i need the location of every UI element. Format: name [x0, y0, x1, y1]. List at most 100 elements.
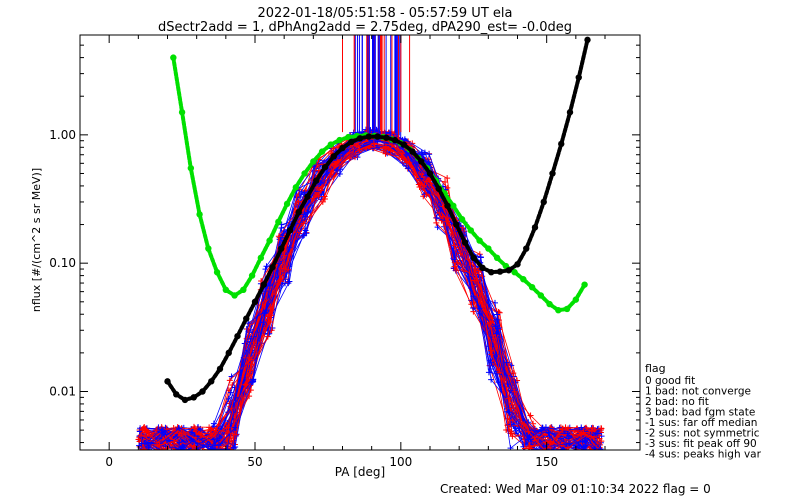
- measured-trace: [150, 145, 592, 450]
- measured-trace: [148, 140, 593, 448]
- measured-point: [531, 434, 538, 441]
- measured-point: [208, 432, 215, 439]
- measured-trace: [142, 147, 599, 449]
- green-fit-point: [257, 254, 265, 262]
- chart-subtitle: dSectr2add = 1, dPhAng2add = 2.75deg, dP…: [158, 20, 572, 35]
- measured-trace: [146, 138, 598, 450]
- black-fit-point: [461, 239, 469, 246]
- measured-point: [216, 449, 218, 450]
- measured-point: [138, 440, 145, 447]
- measured-point: [173, 449, 175, 450]
- measured-point: [137, 432, 144, 439]
- black-fit-point: [584, 36, 591, 44]
- measured-point: [269, 290, 276, 297]
- measured-point: [508, 430, 515, 437]
- measured-trace: [142, 144, 598, 450]
- black-fit-point: [278, 245, 285, 252]
- measured-trace: [139, 146, 601, 448]
- measured-point: [146, 448, 148, 450]
- measured-point: [209, 445, 216, 450]
- measured-point: [139, 426, 146, 432]
- black-fit-point: [208, 378, 215, 385]
- black-fit-point: [488, 269, 495, 276]
- measured-point: [181, 450, 187, 456]
- measured-point: [315, 193, 322, 200]
- measured-trace: [145, 132, 596, 450]
- x-tick-label: 100: [389, 455, 412, 469]
- measured-trace: [141, 134, 597, 450]
- measured-trace: [139, 130, 600, 450]
- measured-point: [457, 250, 464, 257]
- y-tick-label: 1.00: [49, 128, 76, 142]
- measured-point: [479, 273, 486, 280]
- measured-point: [155, 430, 162, 437]
- measured-point: [295, 198, 302, 205]
- fit-curves: [164, 36, 591, 404]
- measured-point: [487, 319, 494, 326]
- black-fit-point: [286, 227, 294, 234]
- measured-point: [190, 438, 197, 445]
- measured-point: [477, 253, 484, 260]
- measured-point: [433, 219, 440, 226]
- measured-point: [285, 280, 292, 287]
- measured-point: [505, 395, 512, 402]
- green-fit-point: [546, 300, 553, 308]
- measured-trace: [146, 130, 600, 450]
- measured-point: [319, 198, 326, 205]
- measured-point: [488, 347, 495, 354]
- measured-point: [508, 362, 515, 369]
- green-fit-point: [476, 237, 483, 244]
- legend-entry: 2 bad: no fit: [645, 396, 709, 408]
- measured-trace: [139, 130, 597, 446]
- measured-point: [233, 431, 240, 438]
- measured-trace: [145, 130, 601, 450]
- measured-point: [210, 420, 217, 427]
- y-axis-label: nflux [#/(cm^2 s sr MeV)]: [30, 168, 43, 312]
- measured-trace: [143, 133, 597, 450]
- measured-trace: [144, 130, 590, 450]
- green-fit-point: [581, 281, 588, 288]
- measured-point: [218, 449, 220, 450]
- measured-point: [470, 293, 477, 300]
- green-fit-point: [231, 292, 238, 299]
- measured-point: [546, 438, 553, 445]
- black-fit-point: [479, 264, 486, 272]
- measured-point: [453, 267, 460, 274]
- measured-trace: [143, 134, 599, 450]
- black-fit-point: [531, 224, 539, 231]
- measured-point: [476, 251, 483, 258]
- measured-point: [176, 439, 183, 446]
- measured-trace: [142, 130, 591, 449]
- measured-point: [232, 444, 239, 450]
- measured-point: [212, 449, 214, 450]
- black-fit-point: [383, 134, 390, 141]
- axes: 0 50 100 150 0.01 0.10 1.00: [49, 34, 640, 469]
- measured-point: [415, 181, 422, 188]
- measured-trace: [144, 144, 594, 450]
- measured-point: [189, 429, 196, 436]
- measured-point: [223, 424, 230, 431]
- measured-point: [565, 447, 567, 450]
- measured-trace: [144, 138, 597, 450]
- measured-trace: [138, 134, 596, 449]
- black-fit-point: [409, 148, 416, 155]
- measured-point: [587, 433, 594, 440]
- legend: flag 0 good fit 1 bad: not converge 2 ba…: [645, 362, 762, 461]
- measured-point: [564, 430, 571, 437]
- green-fit-point: [528, 283, 536, 291]
- measured-point: [192, 450, 198, 456]
- measured-point: [286, 244, 293, 251]
- measured-trace: [144, 139, 600, 450]
- green-fit-point: [572, 296, 580, 303]
- black-fit-point: [523, 245, 530, 252]
- measured-point: [215, 442, 222, 449]
- black-fit-point: [243, 315, 250, 322]
- green-fit-point: [170, 54, 177, 61]
- green-fit-point: [511, 269, 518, 276]
- black-fit-point: [260, 281, 267, 288]
- black-fit-point: [391, 136, 399, 144]
- measured-point: [589, 425, 596, 432]
- black-fit-point: [426, 170, 434, 177]
- measured-point: [507, 445, 514, 450]
- measured-point: [159, 447, 161, 450]
